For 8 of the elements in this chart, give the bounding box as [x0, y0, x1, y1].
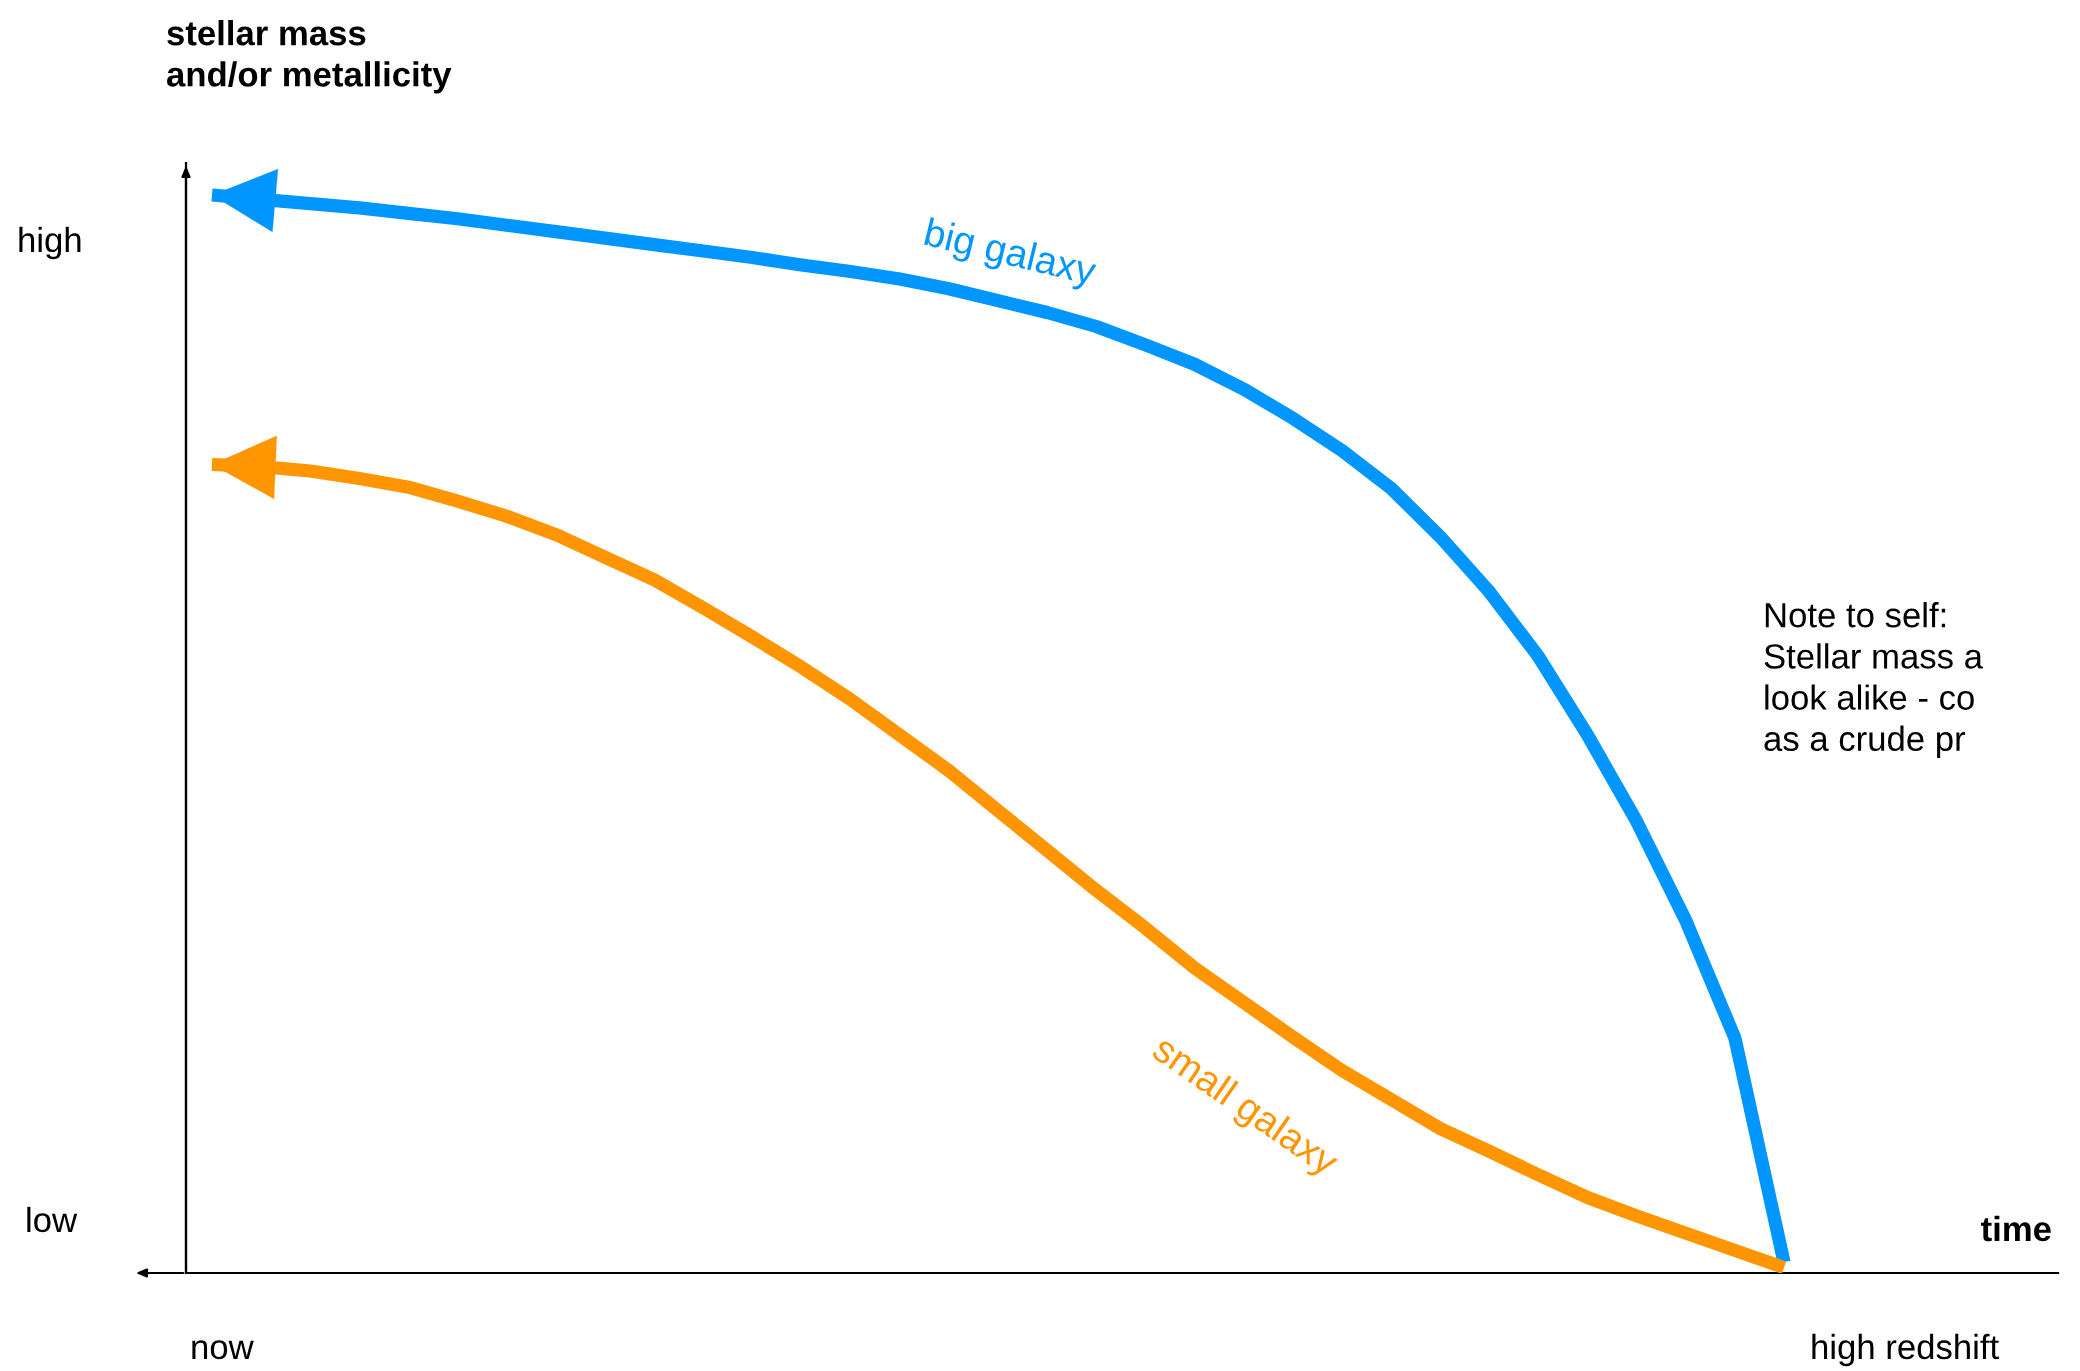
text: high [19, 226, 81, 260]
y-axis-title: stellar mass and/or metallicity [167, 20, 452, 94]
text: big galaxy [922, 217, 1099, 293]
text: now [192, 1340, 254, 1360]
annotation: Note to self: Stellar mass a look alike - co as a crude pr [1764, 602, 1983, 758]
text: low [27, 1206, 78, 1233]
text: high redshift [1812, 1333, 1999, 1367]
x-axis-title: time [1981, 1215, 2051, 1242]
